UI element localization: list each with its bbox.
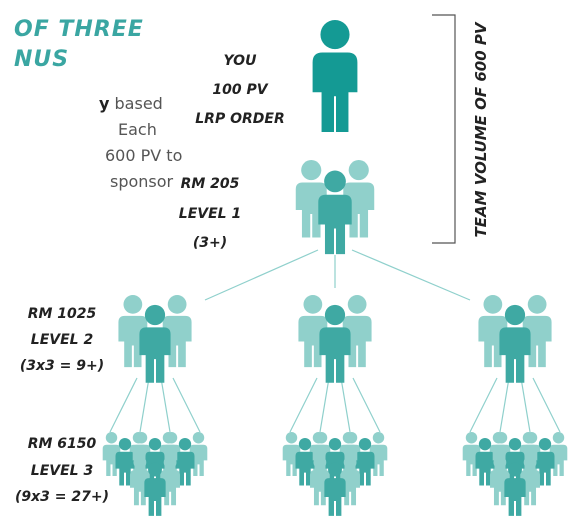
connector — [470, 378, 497, 432]
infographic: OF THREE NUS y based Each 600 PV to spon… — [0, 0, 573, 529]
person-head — [164, 456, 177, 469]
level-label: (3+) — [193, 235, 227, 251]
body-line: sponsor — [110, 172, 174, 191]
person-head — [508, 463, 522, 477]
connector — [161, 378, 170, 432]
person-head — [359, 438, 371, 450]
connector — [533, 378, 560, 432]
body-bold: y — [99, 94, 110, 113]
person-head — [348, 295, 367, 314]
person-head — [145, 305, 165, 325]
person-head — [316, 432, 327, 443]
person-head — [343, 432, 354, 443]
connector — [320, 378, 329, 432]
person-head — [329, 438, 341, 450]
level-label: RM 205 — [181, 176, 240, 192]
person-head — [539, 438, 551, 450]
person-head — [179, 438, 191, 450]
person-head — [324, 171, 346, 193]
person-body — [319, 327, 350, 382]
person-head — [325, 305, 345, 325]
person-head — [149, 438, 161, 450]
person-head — [373, 432, 384, 443]
level-label: LEVEL 2 — [31, 332, 93, 348]
connector — [341, 378, 350, 432]
person-head — [148, 463, 162, 477]
level-label: LEVEL 1 — [179, 206, 241, 222]
level-label: LEVEL 3 — [31, 463, 93, 479]
person-body — [313, 52, 358, 132]
person-head — [286, 432, 297, 443]
person-head — [301, 160, 321, 180]
bracket-label: TEAM VOLUME OF 600 PV — [472, 21, 490, 237]
person-body — [139, 327, 170, 382]
person-head — [320, 20, 349, 49]
bracket — [432, 15, 455, 243]
connector — [110, 378, 137, 432]
person-head — [483, 295, 502, 314]
person-head — [123, 295, 142, 314]
person-head — [133, 456, 146, 469]
connector — [205, 250, 318, 300]
level-label: RM 1025 — [28, 306, 97, 322]
connector — [521, 378, 530, 432]
person-head — [523, 432, 534, 443]
title-line: NUS — [14, 47, 69, 72]
level-label: (3x3 = 9+) — [20, 358, 104, 374]
body-line: 600 PV to — [105, 146, 182, 165]
you-label: YOU — [224, 53, 258, 69]
person-head — [479, 438, 491, 450]
person-head — [524, 456, 537, 469]
level-label: RM 6150 — [28, 436, 97, 452]
person-head — [493, 456, 506, 469]
connector — [290, 378, 317, 432]
person-head — [168, 295, 187, 314]
person-body — [318, 195, 351, 254]
connector — [140, 378, 149, 432]
person-head — [466, 432, 477, 443]
body-text: based — [109, 94, 162, 113]
person-head — [553, 432, 564, 443]
person-head — [193, 432, 204, 443]
body-line: y based — [99, 94, 163, 113]
person-head — [136, 432, 147, 443]
person-body — [504, 478, 525, 516]
person-head — [349, 160, 369, 180]
person-body — [499, 327, 530, 382]
body-line: Each — [118, 120, 157, 139]
connector — [173, 378, 200, 432]
person-head — [119, 438, 131, 450]
person-head — [509, 438, 521, 450]
person-head — [496, 432, 507, 443]
level-label: (9x3 = 27+) — [15, 489, 109, 505]
person-head — [299, 438, 311, 450]
connector — [353, 378, 380, 432]
person-head — [313, 456, 326, 469]
connector — [352, 250, 470, 300]
person-head — [328, 463, 342, 477]
you-label: 100 PV — [212, 82, 268, 98]
connector — [500, 378, 509, 432]
person-head — [344, 456, 357, 469]
you-label: LRP ORDER — [195, 111, 284, 127]
person-head — [505, 305, 525, 325]
person-head — [106, 432, 117, 443]
person-body — [324, 478, 345, 516]
person-head — [528, 295, 547, 314]
person-body — [144, 478, 165, 516]
title-line: OF THREE — [14, 17, 144, 42]
person-head — [163, 432, 174, 443]
person-head — [303, 295, 322, 314]
